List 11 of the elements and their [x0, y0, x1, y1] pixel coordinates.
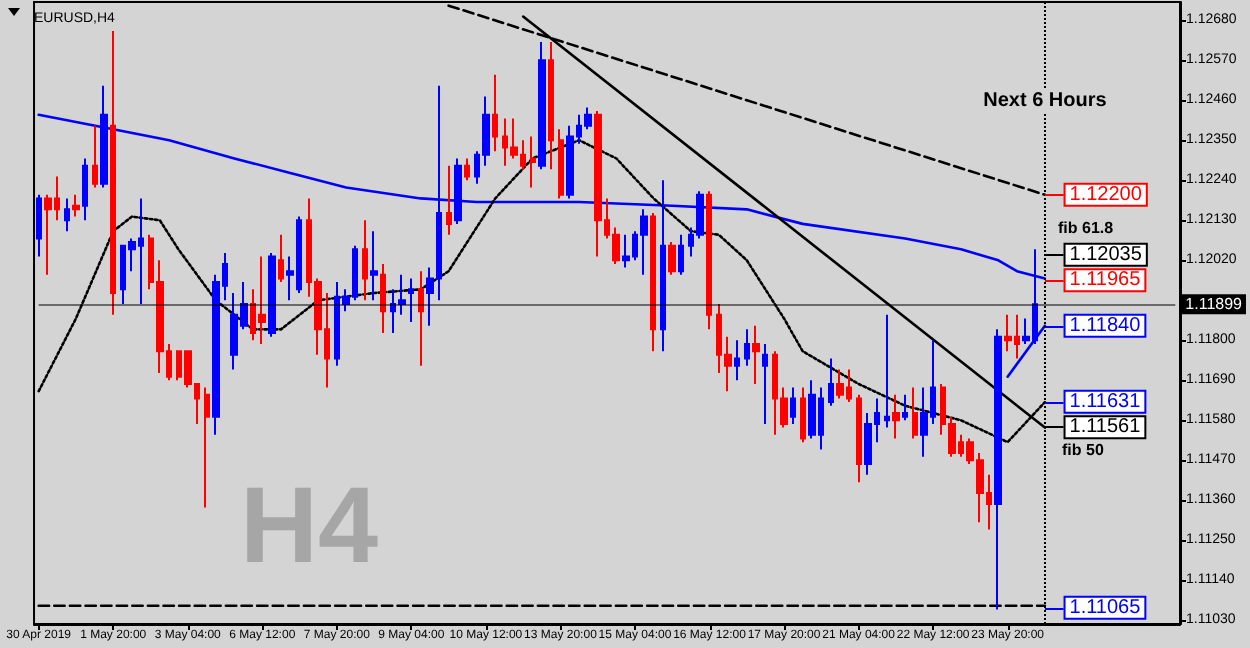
ref-line-label: 1.11065: [1069, 596, 1142, 619]
annotation: fib 61.8: [1058, 219, 1115, 237]
annotation: fib 50: [1062, 441, 1105, 459]
ref-line-label: 1.12200: [1069, 183, 1143, 206]
text: Next 6 Hours: [983, 90, 1107, 112]
ref-line-label: 1.12035: [1069, 243, 1143, 266]
ref-line-label: 1.11965: [1069, 269, 1142, 292]
ref-line-label: 1.11899: [1185, 295, 1244, 314]
ref-line-label: 1.11561: [1069, 416, 1142, 439]
ref-line-label: 1.11840: [1069, 314, 1142, 337]
ref-line-label: 1.11631: [1069, 390, 1142, 413]
